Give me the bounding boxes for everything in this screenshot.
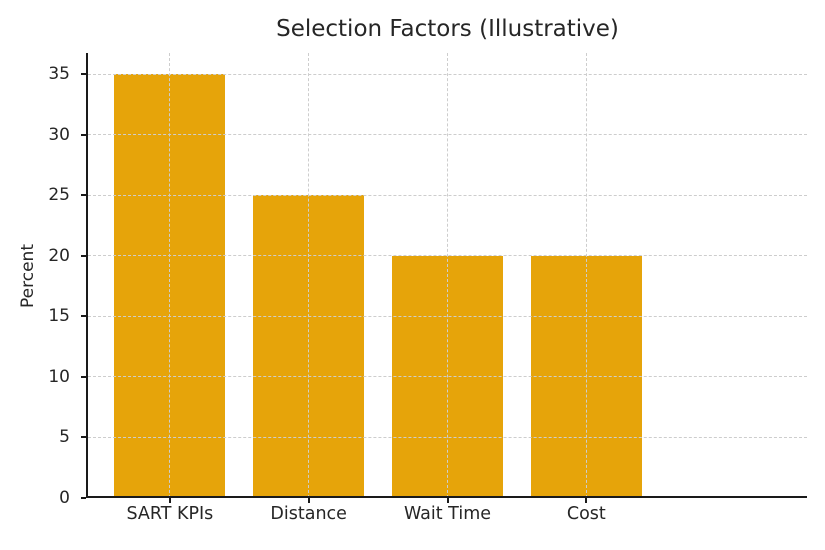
bar-sart-kpis — [114, 74, 226, 498]
bar-cost — [530, 255, 642, 498]
y-tick-mark-10 — [81, 375, 86, 378]
x-tick-mark-wait-time — [446, 498, 449, 503]
x-tick-label-distance: Distance — [270, 504, 347, 524]
y-axis-spine — [86, 53, 88, 498]
y-tick-label-10: 10 — [48, 366, 70, 387]
x-axis-spine — [86, 496, 807, 498]
y-tick-label-25: 25 — [48, 185, 70, 206]
y-tick-label-5: 5 — [59, 427, 70, 448]
y-tick-mark-15 — [81, 315, 86, 318]
x-tick-label-cost: Cost — [566, 504, 606, 524]
y-tick-label-0: 0 — [59, 488, 70, 508]
y-tick-mark-35 — [81, 73, 86, 76]
x-tick-mark-cost — [585, 498, 588, 503]
y-tick-label-35: 35 — [48, 64, 70, 85]
y-tick-label-30: 30 — [48, 124, 70, 145]
y-tick-mark-0 — [81, 497, 86, 499]
x-tick-label-sart-kpis: SART KPIs — [126, 504, 214, 524]
bar-wait-time — [391, 255, 503, 498]
x-tick-mark-sart-kpis — [168, 498, 171, 503]
x-tick-label-wait-time: Wait Time — [403, 504, 492, 524]
plot-area — [88, 53, 807, 498]
chart-title: Selection Factors (Illustrative) — [276, 16, 619, 42]
bar-layer — [88, 53, 807, 498]
y-tick-mark-30 — [81, 133, 86, 136]
y-tick-label-20: 20 — [48, 245, 70, 266]
x-tick-mark-distance — [307, 498, 310, 503]
y-tick-mark-25 — [81, 194, 86, 197]
y-tick-label-15: 15 — [48, 306, 70, 327]
bar-distance — [253, 195, 365, 498]
y-tick-mark-20 — [81, 254, 86, 257]
y-tick-mark-5 — [81, 436, 86, 439]
